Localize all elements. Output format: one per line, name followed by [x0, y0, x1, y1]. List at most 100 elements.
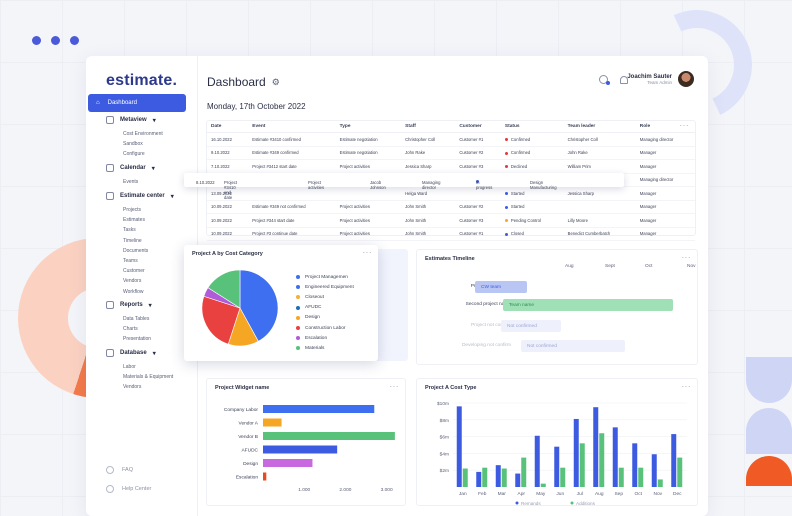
bar[interactable] [618, 467, 624, 487]
user-profile[interactable]: Joachim Sauter Team Admin [627, 71, 694, 87]
legend-item[interactable]: Project Managemen [296, 272, 354, 282]
more-icon[interactable]: ··· [679, 121, 689, 130]
sidebar-item[interactable]: Labor [123, 364, 136, 370]
column-header[interactable]: Staff [401, 121, 456, 133]
sidebar-item[interactable]: Documents [123, 247, 149, 254]
bar[interactable] [677, 457, 683, 487]
bar[interactable] [657, 479, 663, 487]
timeline-bar[interactable]: Not confirmed [521, 340, 625, 352]
bar[interactable] [263, 472, 267, 481]
bar[interactable] [476, 471, 482, 487]
bar[interactable] [612, 427, 618, 487]
timeline-bar[interactable]: Team name [503, 299, 673, 311]
column-header[interactable]: Team leader [563, 121, 636, 133]
table-row[interactable]: 10.09.2022 Project #344 start date Project… [207, 213, 695, 228]
table-row[interactable]: 10.09.2022 Estimate #349 not confirmed Pro… [207, 200, 695, 214]
bar[interactable] [482, 467, 488, 487]
sidebar-item[interactable]: Vendors [123, 278, 142, 285]
table-row[interactable]: 13.09.2022 Helga Ward Started Jessica Sharp… [207, 186, 695, 201]
sidebar-item-dashboard[interactable]: ⌂ Dashboard [88, 94, 186, 112]
column-header[interactable]: Role [635, 121, 695, 133]
sidebar-item[interactable]: Sandbox [123, 141, 143, 148]
more-icon[interactable]: ··· [362, 248, 372, 257]
pie-slice[interactable] [201, 295, 241, 345]
sidebar-item[interactable]: Vendors [123, 384, 142, 391]
more-icon[interactable]: ··· [681, 382, 691, 391]
bell-icon[interactable] [620, 76, 628, 84]
x-tick-label: Jun [556, 491, 564, 497]
column-header[interactable]: Status [500, 121, 564, 133]
bar[interactable] [263, 432, 395, 440]
sidebar-section-1[interactable]: Calendar ▾ [106, 164, 155, 172]
bar[interactable] [579, 443, 585, 487]
sidebar-section-0[interactable]: Metaview ▾ [106, 116, 156, 124]
legend-item[interactable]: AFUDC [296, 303, 354, 313]
bar[interactable] [560, 467, 566, 487]
sidebar-item[interactable]: Estimates [123, 217, 145, 224]
sidebar-item[interactable]: Projects [123, 207, 142, 213]
sidebar-section-3[interactable]: Reports ▾ [106, 301, 152, 309]
sidebar-item-faq[interactable]: FAQ [106, 466, 133, 474]
sidebar-item[interactable]: Teams [123, 258, 138, 264]
help-icon[interactable] [599, 75, 610, 85]
legend-item[interactable]: Closeout [296, 292, 354, 302]
sidebar-item[interactable]: Customer [123, 268, 145, 275]
sidebar-item[interactable]: Cost Environment [123, 131, 163, 137]
timeline-bar[interactable]: Not confirmed [501, 320, 561, 332]
sidebar-item[interactable]: Materials & Equipment [123, 374, 174, 381]
bar[interactable] [456, 406, 462, 487]
sidebar-item[interactable]: Configure [123, 151, 145, 158]
bar[interactable] [573, 418, 579, 487]
column-header[interactable]: Date [207, 121, 249, 133]
bar[interactable] [593, 407, 599, 487]
legend-item[interactable]: Escalation [296, 333, 354, 343]
filter-icon[interactable]: ⚙ [271, 76, 280, 87]
bar[interactable] [462, 468, 468, 487]
legend-item[interactable]: Engineered Equipment [296, 282, 354, 292]
more-icon[interactable]: ··· [389, 382, 399, 391]
bar[interactable] [671, 434, 677, 487]
bar[interactable] [534, 435, 540, 487]
column-header[interactable]: Type [335, 121, 402, 133]
bar[interactable] [263, 445, 338, 454]
bar[interactable] [263, 459, 313, 467]
column-header[interactable]: Customer [455, 121, 501, 133]
sidebar-item[interactable]: Timeline [123, 237, 142, 244]
bar[interactable] [540, 483, 546, 487]
sidebar-item-help-center[interactable]: Help Center [106, 485, 151, 493]
bar[interactable] [521, 457, 527, 487]
sidebar-section-2[interactable]: Estimate center ▾ [106, 192, 174, 200]
legend-item[interactable]: Construction Labor [296, 323, 354, 333]
table-row[interactable]: 16.10.2022 Estimate #3410 confirmed Estima… [207, 132, 695, 147]
sidebar-item[interactable]: Workflow [123, 288, 144, 295]
dragged-table-row[interactable]: 8.10.2022 Project #3410 end date Project a… [184, 173, 624, 200]
table-row[interactable]: 7.10.2022 Project #3412 start date Project… [207, 159, 695, 174]
legend-item[interactable]: Design [296, 313, 354, 323]
more-icon[interactable]: ··· [681, 253, 691, 262]
pie-slice[interactable] [239, 269, 279, 342]
bar[interactable] [554, 446, 560, 487]
bar[interactable] [651, 454, 657, 487]
legend-swatch [296, 346, 300, 351]
sidebar-section-4[interactable]: Database ▾ [106, 349, 156, 357]
bar[interactable] [263, 418, 282, 427]
table-row[interactable]: 9.10.2022 Estimate #349 confirmed Estimate… [207, 146, 695, 160]
table-cell: 10.09.2022 [207, 227, 249, 241]
sidebar-item[interactable]: Data Tables [123, 316, 150, 322]
bar[interactable] [632, 443, 638, 487]
sidebar-item[interactable]: Tasks [123, 227, 136, 234]
bar[interactable] [501, 468, 507, 487]
sidebar-item[interactable]: Presentation [123, 336, 152, 343]
legend-item[interactable]: Materials [296, 343, 354, 353]
column-header[interactable]: Event [248, 121, 336, 133]
bar[interactable] [263, 405, 375, 413]
bar[interactable] [638, 467, 644, 487]
table-row[interactable]: 10.09.2022 Project #3 continue date Projec… [207, 227, 695, 241]
bar[interactable] [495, 465, 501, 487]
bar[interactable] [599, 433, 605, 487]
timeline-bar[interactable]: CW team [475, 281, 527, 293]
bar[interactable] [515, 473, 521, 487]
sidebar-item[interactable]: Events [123, 179, 139, 185]
sidebar-item[interactable]: Charts [123, 326, 138, 333]
pie-slice[interactable] [207, 269, 241, 309]
